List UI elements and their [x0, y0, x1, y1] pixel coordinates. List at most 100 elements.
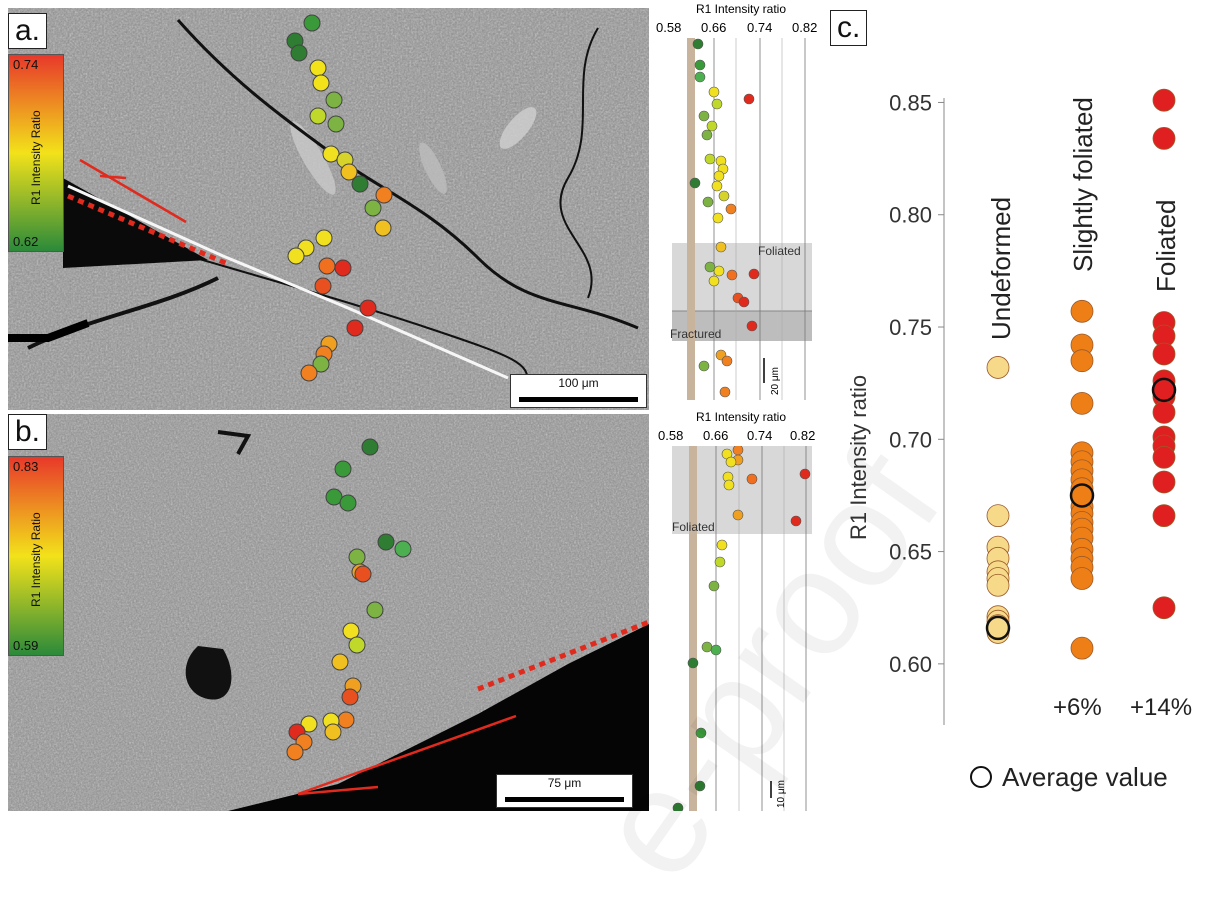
profile-b-plot — [672, 446, 812, 811]
data-point — [1070, 391, 1094, 415]
colorbar-min: 0.59 — [13, 638, 39, 653]
measurement-point — [351, 175, 369, 193]
measurement-point — [366, 601, 384, 619]
series-label-slightly-foliated: Slightly foliated — [1068, 97, 1098, 272]
measurement-point — [327, 115, 345, 133]
legend: Average value — [970, 762, 1168, 793]
tick-label: 0.66 — [703, 428, 729, 443]
measurement-point — [309, 59, 327, 77]
data-point — [1070, 567, 1094, 590]
average-point — [985, 615, 1011, 641]
scalebar-a: 100 μm — [510, 374, 647, 408]
measurement-point — [364, 199, 382, 217]
sem-points-a — [286, 14, 393, 382]
measurement-point — [337, 711, 355, 729]
profile-b-title: R1 Intensity ratio — [695, 410, 787, 424]
data-point — [1152, 470, 1176, 494]
measurement-point — [334, 259, 352, 277]
data-point — [1152, 342, 1176, 366]
colorbar-title: R1 Intensity Ratio — [29, 512, 43, 607]
colorbar-max: 0.74 — [13, 57, 39, 72]
profile-a: R1 Intensity ratio 0.58 0.66 0.74 0.82 — [652, 0, 818, 408]
measurement-point — [309, 107, 327, 125]
colorbar-min: 0.62 — [13, 234, 39, 249]
measurement-point — [315, 229, 333, 247]
tick-label: 0.82 — [790, 428, 816, 443]
chart-c: 0.60 0.65 0.70 0.75 0.80 0.85 — [889, 88, 1177, 725]
legend-text: Average value — [1002, 762, 1168, 792]
measurement-point — [348, 636, 366, 654]
colorbar-max: 0.83 — [13, 459, 39, 474]
data-point — [1152, 126, 1176, 150]
measurement-point — [348, 548, 366, 566]
measurement-point — [334, 460, 352, 478]
tick-label: 0.58 — [658, 428, 684, 443]
tick-label: 0.66 — [701, 20, 727, 35]
sem-image-a: 0.74 0.62 R1 Intensity Ratio 100 μm — [8, 8, 649, 410]
measurement-point — [377, 533, 395, 551]
data-point — [986, 504, 1010, 528]
profile-b-scale: 10 μm — [776, 780, 787, 808]
y-tick-label: 0.65 — [889, 540, 932, 565]
y-axis-label: R1 Intensity ratio — [846, 374, 871, 540]
measurement-point — [375, 186, 393, 204]
measurement-point — [340, 163, 358, 181]
measurement-point — [303, 14, 321, 32]
data-point — [1070, 636, 1094, 660]
tick-label: 0.74 — [747, 428, 773, 443]
change-label-foliated: +14% — [1130, 694, 1193, 721]
measurement-point — [331, 653, 349, 671]
measurement-point — [312, 74, 330, 92]
data-point — [1152, 88, 1176, 112]
zone-label-fractured: Fractured — [670, 327, 722, 341]
y-tick-label: 0.85 — [889, 90, 932, 115]
sem-points-b — [286, 438, 412, 761]
measurement-point — [354, 565, 372, 583]
series-label-undeformed: Undeformed — [986, 196, 1016, 340]
average-point — [1151, 377, 1177, 403]
panel-label-b: b. — [8, 414, 48, 450]
measurement-point — [312, 355, 330, 373]
measurement-point — [341, 688, 359, 706]
measurement-point — [374, 219, 392, 237]
profile-a-ticks: 0.58 0.66 0.74 0.82 — [652, 20, 818, 36]
measurement-point — [290, 44, 308, 62]
sem-texture-a — [8, 8, 649, 410]
y-tick-label: 0.80 — [889, 203, 932, 228]
measurement-point — [286, 743, 304, 761]
panel-label-a: a. — [8, 13, 48, 49]
scalebar-b: 75 μm — [496, 774, 633, 808]
colorbar-a: 0.74 0.62 R1 Intensity Ratio — [8, 54, 64, 252]
measurement-point — [324, 723, 342, 741]
average-point — [1069, 483, 1095, 508]
data-point — [1152, 596, 1176, 620]
measurement-point — [394, 540, 412, 558]
data-point — [986, 356, 1010, 379]
tick-label: 0.74 — [747, 20, 773, 35]
profile-a-plot — [672, 38, 812, 400]
profile-a-title: R1 Intensity ratio — [695, 2, 787, 16]
measurement-point — [314, 277, 332, 295]
y-tick-label: 0.60 — [889, 652, 932, 677]
zone-label-foliated-b: Foliated — [672, 520, 715, 534]
colorbar-b: 0.83 0.59 R1 Intensity Ratio — [8, 456, 64, 656]
measurement-point — [325, 91, 343, 109]
measurement-point — [300, 715, 318, 733]
measurement-point — [346, 319, 364, 337]
tick-label: 0.58 — [656, 20, 682, 35]
measurement-point — [361, 438, 379, 456]
data-point — [986, 573, 1010, 597]
colorbar-title: R1 Intensity Ratio — [29, 110, 43, 205]
profile-a-scale: 20 μm — [770, 367, 781, 395]
sem-image-b: 0.83 0.59 R1 Intensity Ratio 75 μm — [8, 414, 649, 811]
measurement-point — [339, 494, 357, 512]
y-tick-label: 0.75 — [889, 315, 932, 340]
series-label-foliated: Foliated — [1151, 199, 1181, 293]
measurement-point — [287, 247, 305, 265]
data-point — [1070, 299, 1094, 323]
legend-circle-icon — [970, 766, 992, 788]
tick-label: 0.82 — [792, 20, 818, 35]
data-point — [1152, 504, 1176, 528]
zone-label-foliated: Foliated — [758, 244, 801, 258]
measurement-point — [300, 364, 318, 382]
